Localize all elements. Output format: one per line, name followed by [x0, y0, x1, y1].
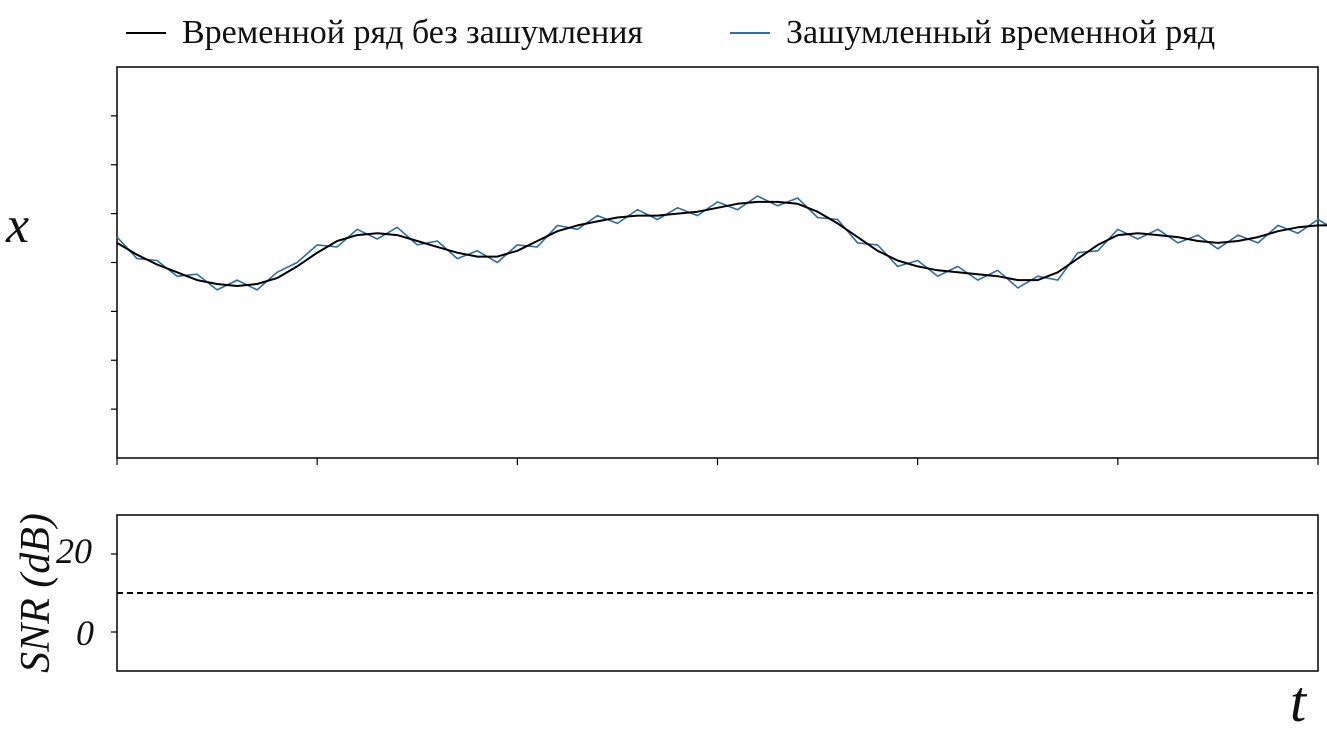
series-line-noisy — [116, 195, 1327, 291]
legend-item-clean: Временной ряд без зашумления — [126, 14, 643, 52]
legend-swatch-clean — [126, 32, 166, 34]
x-axis-label: t — [1290, 669, 1307, 734]
legend-swatch-noisy — [730, 32, 770, 34]
bottom-ytick-label-0: 0 — [76, 613, 94, 653]
legend-item-noisy: Зашумленный временной ряд — [730, 14, 1215, 52]
series-line-clean — [116, 200, 1327, 287]
legend: Временной ряд без зашумления Зашумленный… — [0, 14, 1327, 62]
legend-label-noisy: Зашумленный временной ряд — [786, 14, 1216, 51]
top-y-axis-label: x — [6, 197, 30, 254]
legend-label-clean: Временной ряд без зашумления — [182, 14, 644, 51]
bottom-y-axis-label: SNR (dB) — [13, 513, 59, 673]
bottom-ytick-label-20: 20 — [56, 531, 92, 571]
